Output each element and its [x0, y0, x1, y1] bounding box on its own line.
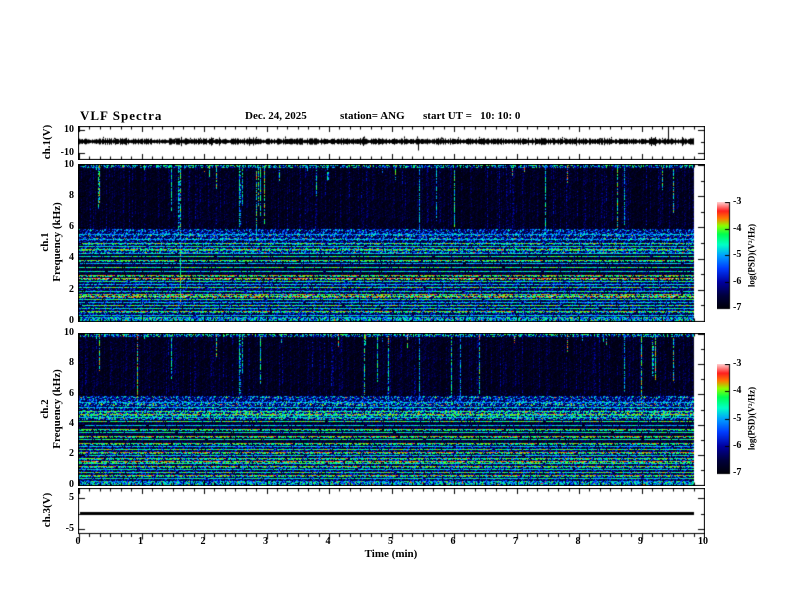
x-tick-label: 9 — [638, 536, 643, 547]
y-tick-label: 5 — [69, 492, 74, 503]
x-tick-label: 0 — [75, 536, 81, 547]
ch3-waveform-plot — [78, 488, 705, 541]
y-tick-label: 6 — [69, 388, 74, 399]
ch2-spectrogram-plot — [78, 333, 705, 486]
colorbar-tick-label: -3 — [733, 196, 742, 207]
y-tick-label: 0 — [69, 315, 74, 326]
colorbar-ch2 — [717, 364, 735, 475]
date-label: Dec. 24, 2025 — [245, 110, 307, 122]
x-tick-label: 3 — [263, 536, 268, 547]
y-tick-label: 0 — [69, 479, 74, 490]
y-tick-label: 10 — [64, 124, 74, 135]
y-tick-label: -10 — [60, 147, 74, 158]
page-title: VLF Spectra — [80, 108, 163, 123]
y-tick-label: 4 — [69, 418, 74, 429]
colorbar-tick-label: -7 — [733, 467, 742, 478]
colorbar-tick-label: -3 — [733, 358, 742, 369]
colorbar-ch1 — [717, 202, 735, 310]
colorbar-tick-label: -7 — [733, 302, 742, 313]
colorbar-tick-label: -5 — [733, 249, 742, 260]
y-tick-label: 10 — [64, 159, 74, 170]
x-axis-title: Time (min) — [364, 548, 418, 560]
colorbar-tick-label: -4 — [733, 222, 742, 234]
y-tick-label: -5 — [65, 523, 74, 534]
ch1-waveform-plot — [78, 126, 705, 160]
x-tick-label: 1 — [138, 536, 143, 547]
station-label: station= ANG — [340, 110, 405, 122]
x-tick-label: 8 — [575, 536, 581, 547]
colorbar-tick-label: -4 — [733, 385, 742, 397]
colorbar-tick-label: -5 — [733, 412, 742, 424]
start-ut-label: start UT = 10: 10: 0 — [423, 110, 521, 122]
y-tick-label: 4 — [69, 252, 74, 263]
x-tick-label: 6 — [450, 536, 456, 547]
y-tick-label: 2 — [69, 448, 74, 459]
y-tick-label: 10 — [64, 327, 74, 338]
y-tick-label: 6 — [69, 221, 74, 232]
y-tick-label: 2 — [69, 284, 74, 295]
ch1-spectrogram-plot — [78, 164, 705, 322]
y-tick-label: 8 — [69, 190, 74, 201]
x-tick-label: 10 — [698, 536, 708, 547]
colorbar-tick-label: -6 — [733, 439, 742, 451]
x-tick-label: 5 — [388, 536, 393, 547]
y-tick-label: 8 — [69, 357, 74, 368]
x-tick-label: 4 — [325, 536, 331, 547]
x-tick-label: 2 — [200, 536, 206, 547]
colorbar-tick-label: -6 — [733, 275, 742, 287]
x-tick-label: 7 — [513, 536, 518, 547]
